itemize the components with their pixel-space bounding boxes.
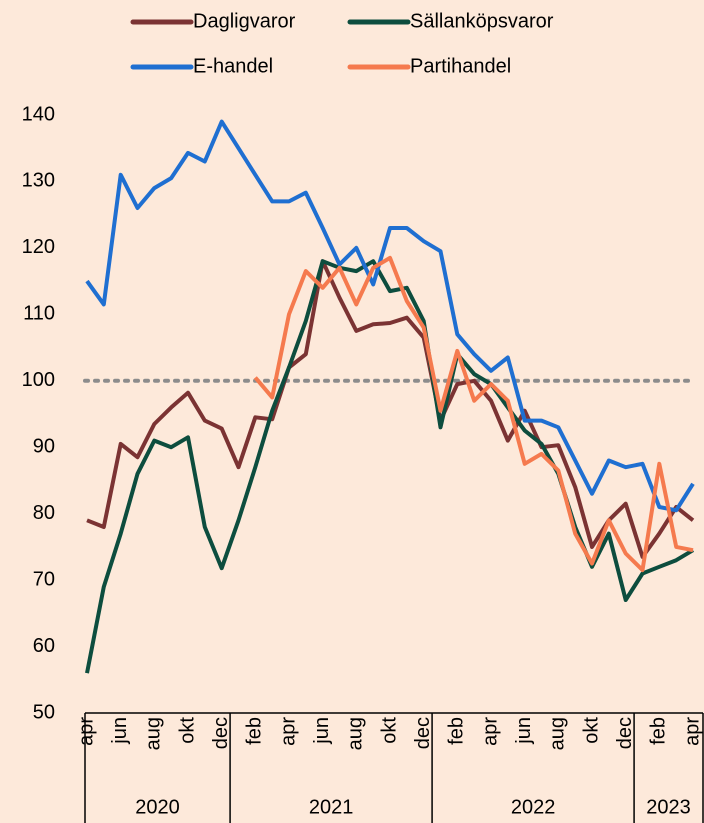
- x-tick-label: dec: [614, 717, 636, 749]
- y-tick-label: 90: [33, 436, 55, 458]
- x-tick-label: apr: [681, 717, 703, 746]
- legend-label: Partihandel: [410, 55, 511, 77]
- x-tick-label: apr: [75, 717, 97, 746]
- legend-label: Dagligvaror: [193, 10, 296, 32]
- x-tick-label: feb: [446, 717, 468, 745]
- x-tick-label: feb: [648, 717, 670, 745]
- x-tick-label: okt: [580, 717, 602, 744]
- x-tick-label: apr: [277, 717, 299, 746]
- x-tick-label: okt: [378, 717, 400, 744]
- x-tick-label: okt: [176, 717, 198, 744]
- y-tick-label: 100: [22, 369, 55, 391]
- series-line: [253, 255, 694, 573]
- y-tick-label: 70: [33, 568, 55, 590]
- series-line: [86, 259, 695, 559]
- legend-label: E-handel: [193, 55, 273, 77]
- x-tick-label: feb: [244, 717, 266, 745]
- y-tick-label: 110: [23, 303, 55, 325]
- y-tick-label: 120: [22, 236, 55, 258]
- x-tick-label: dec: [412, 717, 434, 749]
- x-tick-label: aug: [547, 717, 569, 750]
- x-tick-label: jun: [513, 717, 535, 745]
- x-tick-label: aug: [345, 717, 367, 750]
- series-line: [85, 119, 695, 513]
- y-tick-label: 60: [33, 635, 55, 657]
- year-label: 2020: [135, 796, 180, 818]
- year-label: 2022: [511, 796, 556, 818]
- year-label: 2021: [309, 796, 354, 818]
- y-tick-label: 130: [22, 170, 55, 192]
- x-tick-label: apr: [479, 717, 501, 746]
- year-label: 2023: [646, 796, 691, 818]
- x-tick-label: dec: [210, 717, 232, 749]
- y-tick-label: 50: [33, 701, 55, 723]
- legend-label: Sällanköpsvaror: [410, 10, 554, 32]
- y-tick-label: 80: [33, 502, 55, 524]
- x-tick-label: aug: [143, 717, 165, 750]
- x-tick-label: jun: [311, 717, 333, 745]
- x-tick-label: jun: [109, 717, 131, 745]
- y-tick-label: 140: [22, 103, 55, 125]
- series-line: [85, 259, 695, 674]
